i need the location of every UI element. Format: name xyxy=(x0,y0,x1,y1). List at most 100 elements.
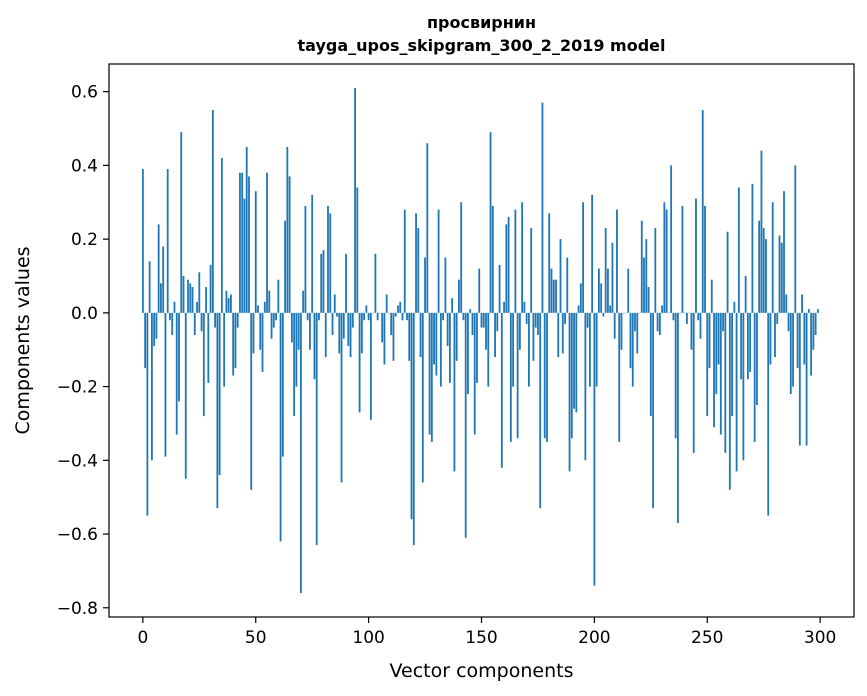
bar xyxy=(480,312,483,328)
bar xyxy=(239,172,241,313)
bar xyxy=(812,312,815,350)
x-tick-label: 300 xyxy=(804,628,836,648)
bar xyxy=(214,312,217,328)
bar xyxy=(564,312,566,324)
bar xyxy=(259,312,262,350)
bar xyxy=(363,312,366,321)
bar xyxy=(530,228,533,313)
bar xyxy=(762,228,765,313)
bar xyxy=(277,279,280,313)
bar xyxy=(686,312,688,324)
bar xyxy=(288,176,291,313)
bar xyxy=(489,132,492,313)
bar xyxy=(187,279,189,313)
bar xyxy=(302,290,305,313)
bar xyxy=(566,257,569,313)
bar xyxy=(798,312,801,446)
bar xyxy=(218,312,221,476)
x-tick-label: 0 xyxy=(137,628,148,648)
bar xyxy=(785,294,788,313)
bar xyxy=(746,312,749,380)
bar xyxy=(293,312,296,417)
bar xyxy=(611,242,614,313)
bar xyxy=(225,290,228,313)
bars-group xyxy=(141,87,819,594)
bar xyxy=(243,198,246,313)
bar xyxy=(230,294,232,313)
bar xyxy=(719,312,722,435)
bar xyxy=(342,312,345,339)
bar xyxy=(579,283,582,313)
bar xyxy=(756,312,758,406)
bar xyxy=(649,312,652,417)
bar xyxy=(810,312,813,376)
bar xyxy=(516,312,519,439)
bar xyxy=(767,312,770,516)
bar xyxy=(717,312,720,365)
bar xyxy=(333,294,336,313)
bar xyxy=(439,312,442,387)
bar xyxy=(735,312,738,472)
bar xyxy=(733,301,736,313)
bar xyxy=(275,312,277,321)
y-tick-label: 0.0 xyxy=(71,304,98,324)
bar xyxy=(665,209,668,313)
bar xyxy=(713,312,715,428)
bar xyxy=(410,312,413,520)
bar xyxy=(160,283,162,313)
bar xyxy=(313,312,316,380)
x-tick-label: 250 xyxy=(691,628,723,648)
bar xyxy=(338,312,341,354)
bar xyxy=(715,312,718,394)
bar xyxy=(525,312,528,324)
bar xyxy=(780,242,783,313)
bar xyxy=(358,312,361,413)
bar xyxy=(290,312,293,343)
bar xyxy=(329,213,332,313)
bar xyxy=(232,312,235,376)
bar xyxy=(758,220,761,313)
bar xyxy=(507,217,510,313)
bar xyxy=(397,305,399,313)
bar xyxy=(374,253,377,313)
bar xyxy=(672,312,675,321)
bar xyxy=(765,239,767,313)
bar xyxy=(706,312,709,417)
bar xyxy=(153,312,156,347)
bar xyxy=(444,257,447,313)
bar xyxy=(469,309,472,313)
bar xyxy=(575,312,578,413)
bar xyxy=(340,312,343,483)
bar xyxy=(532,312,535,361)
bar xyxy=(315,312,318,546)
bar xyxy=(367,312,370,321)
bar xyxy=(634,312,636,332)
bar xyxy=(442,312,445,321)
bar xyxy=(534,312,537,328)
bar xyxy=(417,228,420,313)
bar xyxy=(376,312,379,321)
bar xyxy=(257,305,259,313)
bar xyxy=(503,301,505,313)
bar xyxy=(582,202,584,313)
bar xyxy=(200,312,203,332)
bar xyxy=(674,312,677,439)
bar xyxy=(728,312,731,490)
bar xyxy=(322,250,325,313)
bar xyxy=(595,312,598,387)
bar xyxy=(631,312,634,387)
y-tick-label: −0.2 xyxy=(57,378,98,398)
bar xyxy=(392,312,395,361)
bar xyxy=(753,312,756,442)
bar xyxy=(279,312,282,542)
bar xyxy=(324,312,327,358)
bar xyxy=(701,110,704,313)
bar xyxy=(561,312,564,354)
bar xyxy=(455,312,458,361)
bar xyxy=(774,312,776,358)
plot-frame xyxy=(108,63,855,618)
bar xyxy=(803,312,806,365)
bar xyxy=(708,312,711,369)
bar xyxy=(805,312,808,446)
